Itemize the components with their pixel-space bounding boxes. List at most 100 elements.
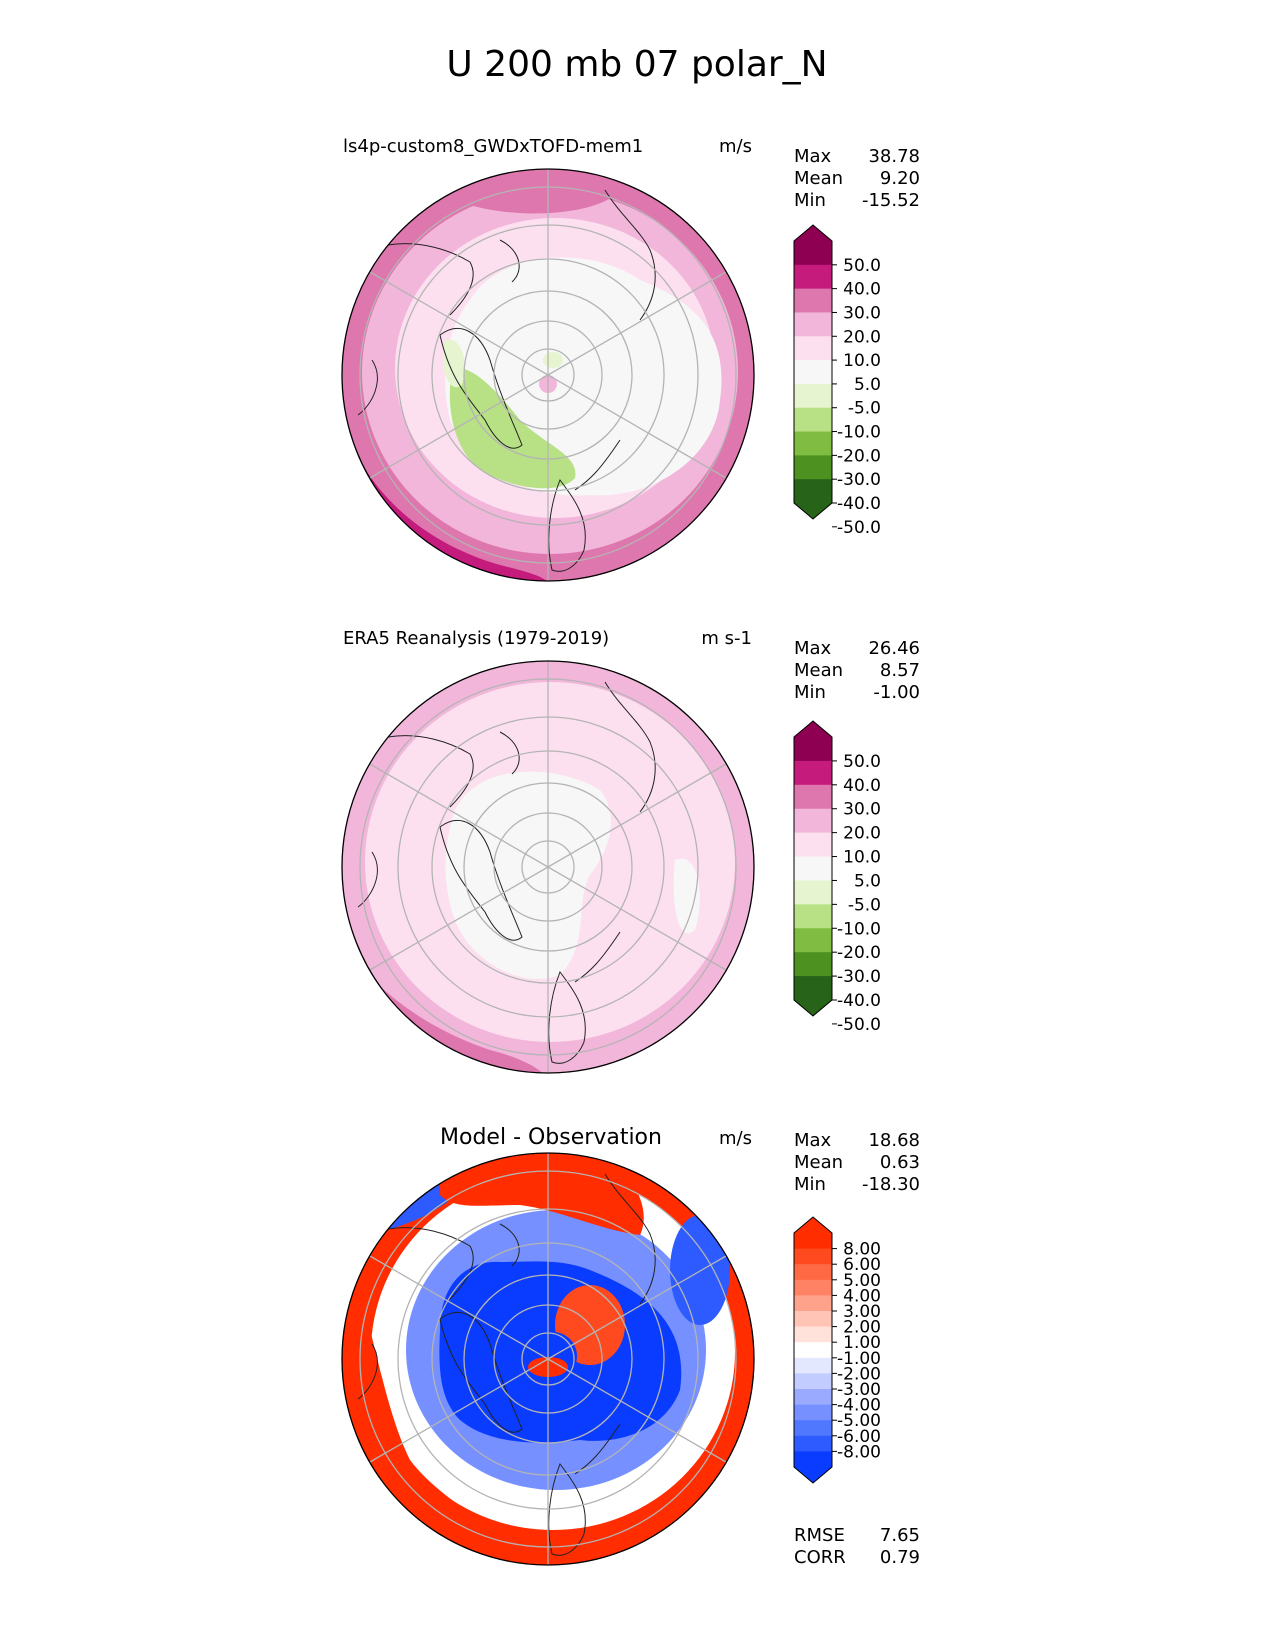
stat-min-label: Min — [794, 190, 826, 211]
coastlines — [357, 1173, 656, 1556]
colorbar-tick-label: 20.0 — [843, 824, 881, 844]
colorbar-tick-label: -2.00 — [837, 1364, 881, 1384]
graticule — [359, 1153, 737, 1565]
colorbar-tick-label: -20.0 — [837, 446, 881, 466]
colorbar-swatch — [794, 1248, 832, 1265]
colorbar-swatch — [794, 1264, 832, 1281]
panel-observation: ERA5 Reanalysis (1979-2019) m s-1 — [341, 628, 920, 1074]
colorbar-tick-label: -10.0 — [837, 423, 881, 443]
stat-corr-label: CORR — [794, 1547, 846, 1568]
colorbar-tick-label: -4.00 — [837, 1396, 881, 1416]
colorbar-tick-label: -6.00 — [837, 1427, 881, 1447]
colorbar-tick-label: 1.00 — [843, 1333, 881, 1353]
coastlines — [357, 189, 656, 572]
stat-min-label: Min — [794, 1174, 826, 1195]
colorbar-swatch — [794, 1279, 832, 1296]
colorbar-swatch — [794, 1420, 832, 1437]
colorbar-swatch — [794, 976, 832, 1001]
colorbar-swatch — [794, 832, 832, 858]
colorbar-tick-label: 40.0 — [843, 280, 881, 300]
panel-difference-footer: RMSE 7.65 CORR 0.79 — [794, 1525, 920, 1568]
stat-max-value: 38.78 — [868, 146, 920, 167]
colorbar-swatch — [794, 1326, 832, 1343]
colorbar-tick-label: 10.0 — [843, 848, 881, 868]
panel-difference: Model - Observation m/s — [341, 1125, 920, 1568]
panel-observation-frame — [341, 660, 755, 1074]
colorbar-tick-label: -40.0 — [837, 991, 881, 1011]
colorbar-extend-max — [794, 721, 832, 737]
colorbar-swatch — [794, 288, 832, 314]
colorbar-tick-label: -20.0 — [837, 943, 881, 963]
colorbar-swatch — [794, 407, 832, 433]
stat-corr-value: 0.79 — [880, 1547, 920, 1568]
figure-title: U 200 mb 07 polar_N — [446, 44, 827, 85]
colorbar-swatch — [794, 264, 832, 290]
colorbar-swatch — [794, 1435, 832, 1452]
colorbar-tick-label: -5.00 — [837, 1411, 881, 1431]
stat-max-value: 26.46 — [868, 638, 920, 659]
panel-observation-colorbar: 50.0 40.0 30.0 20.0 10.0 5.0 -5.0 -10.0 -20.0 -30… — [793, 720, 881, 1035]
stat-max-label: Max — [794, 1130, 832, 1151]
colorbar-tick-label: -5.0 — [848, 399, 881, 419]
colorbar-tick-label: 5.0 — [854, 375, 881, 395]
panel-observation-title: ERA5 Reanalysis (1979-2019) — [343, 628, 609, 649]
panel-model: ls4p-custom8_GWDxTOFD-mem1 m/s — [341, 136, 920, 582]
field-greenland-weak — [442, 339, 465, 388]
colorbar-extend-max — [794, 1217, 832, 1233]
colorbar-tick-label: -3.00 — [837, 1380, 881, 1400]
panel-model-colorbar: 50.0 40.0 30.0 20.0 10.0 5.0 -5.0 -10.0 -20.0 -30… — [793, 224, 881, 538]
stat-min-value: -18.30 — [862, 1174, 920, 1195]
stat-max-label: Max — [794, 146, 832, 167]
graticule — [359, 169, 737, 581]
stat-mean-label: Mean — [794, 168, 843, 189]
panel-model-title: ls4p-custom8_GWDxTOFD-mem1 — [343, 136, 643, 157]
colorbar-tick-label: 30.0 — [843, 800, 881, 820]
colorbar-tick-label: 40.0 — [843, 776, 881, 796]
colorbar-swatch — [794, 952, 832, 977]
panel-difference-units: m/s — [719, 1128, 752, 1149]
panel-model-map — [342, 169, 754, 581]
colorbar-swatch — [794, 1342, 832, 1359]
panel-model-units: m/s — [719, 136, 752, 157]
colorbar-tick-label: 50.0 — [843, 256, 881, 276]
stat-min-value: -15.52 — [862, 190, 920, 211]
panel-model-frame — [341, 168, 755, 582]
colorbar-extend-min — [794, 1000, 832, 1016]
stat-mean-value: 9.20 — [880, 168, 920, 189]
colorbar-tick-label: -8.00 — [837, 1442, 881, 1462]
field-pacific-jet — [470, 172, 620, 214]
colorbar-swatch — [794, 1404, 832, 1421]
panel-observation-stats: Max 26.46 Mean 8.57 Min -1.00 — [794, 638, 920, 703]
colorbar-tick-label: 50.0 — [843, 752, 881, 772]
panel-observation-units: m s-1 — [701, 628, 752, 649]
colorbar-tick-label: -5.0 — [848, 895, 881, 915]
colorbar-tick-label: -1.00 — [837, 1349, 881, 1369]
colorbar-tick-label: -50.0 — [837, 518, 881, 538]
panel-difference-map — [342, 1153, 754, 1565]
colorbar-swatch — [794, 1451, 832, 1468]
stat-min-label: Min — [794, 682, 826, 703]
colorbar-tick-label: -30.0 — [837, 967, 881, 987]
colorbar-swatch — [794, 784, 832, 810]
colorbar-swatch — [794, 1233, 832, 1250]
colorbar-tick-label: 10.0 — [843, 351, 881, 371]
colorbar-swatch — [794, 455, 832, 480]
colorbar-tick-label: 2.00 — [843, 1318, 881, 1338]
stat-max-label: Max — [794, 638, 832, 659]
colorbar-tick-label: 4.00 — [843, 1286, 881, 1306]
colorbar-tick-label: 6.00 — [843, 1255, 881, 1275]
colorbar-swatch — [794, 1311, 832, 1328]
stat-mean-value: 8.57 — [880, 660, 920, 681]
colorbar-swatch — [794, 431, 832, 456]
panel-difference-frame — [341, 1152, 755, 1566]
field-pacific-patch — [673, 858, 700, 934]
field-atlantic-jet — [342, 700, 360, 930]
colorbar-swatch — [794, 479, 832, 504]
colorbar-swatch — [794, 1295, 832, 1312]
colorbar-swatch — [794, 928, 832, 953]
colorbar-extend-min — [794, 503, 832, 519]
field-high-latitude-cap — [445, 771, 611, 979]
stat-rmse-value: 7.65 — [880, 1525, 920, 1546]
field-pole-green — [543, 352, 563, 368]
field-east-negative — [670, 1215, 730, 1325]
